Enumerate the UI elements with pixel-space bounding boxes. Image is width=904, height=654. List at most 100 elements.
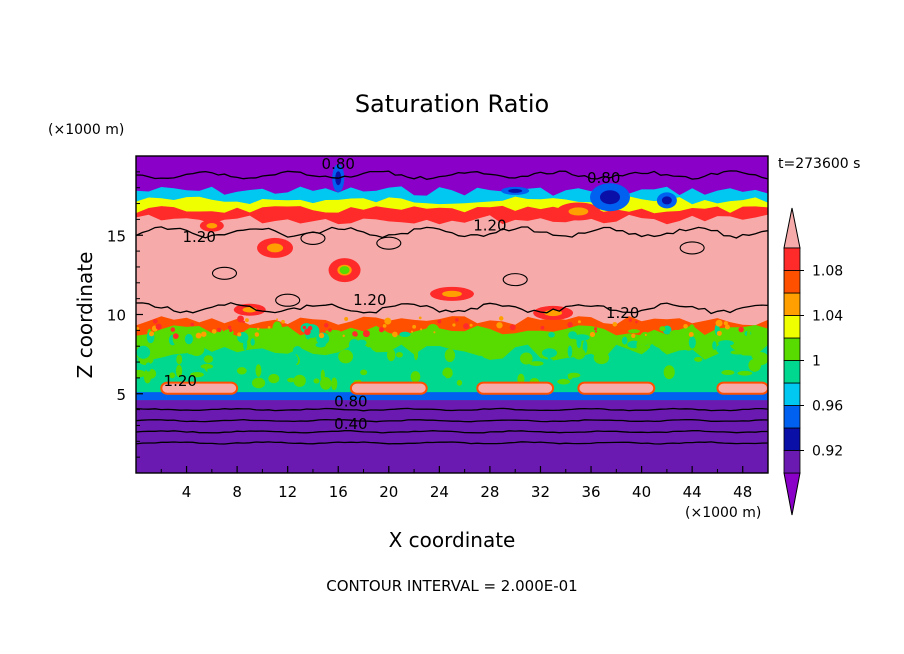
mixed-cell [593, 351, 610, 365]
colorbar-segment [783, 450, 801, 474]
mixed-cell [251, 377, 266, 389]
speckle-cell [437, 319, 442, 324]
mixed-cell [360, 369, 368, 376]
mixed-cell [497, 342, 507, 356]
mixed-cell [721, 370, 735, 376]
mixed-cell [520, 352, 533, 365]
speckle-cell [276, 318, 279, 321]
x-tick-label: 40 [632, 483, 651, 501]
colorbar-tick-label: 1 [812, 354, 821, 370]
contour-loop [376, 236, 402, 250]
x-axis: 4 8 12 16 20 24 28 32 36 40 44 48 [160, 466, 752, 501]
contour-label: 0.80 [322, 155, 355, 173]
mixed-cell [617, 357, 631, 368]
colorbar-segment [783, 337, 801, 361]
mixed-cell [456, 379, 463, 386]
mixed-cell [366, 347, 373, 359]
surface-lens [160, 381, 239, 395]
x-tick-label: 44 [683, 483, 702, 501]
x-tick-label: 32 [531, 483, 550, 501]
speckle-cell [267, 326, 271, 329]
mixed-cell [663, 334, 677, 344]
speckle-cell [612, 321, 618, 327]
contour-label: 0.80 [334, 393, 367, 411]
mixed-cell [176, 364, 183, 378]
contour-label: 1.20 [164, 372, 197, 390]
mixed-cell [280, 369, 289, 376]
contour-interval-label: CONTOUR INTERVAL = 2.000E-01 [326, 577, 577, 595]
mixed-cell [395, 352, 403, 358]
colorbar: 0.92 0.96 1 1.04 1.08 [783, 207, 843, 516]
mixed-cell [557, 378, 571, 385]
speckle-cell [237, 315, 244, 323]
speckle-cell [384, 317, 392, 325]
mixed-cell [413, 348, 419, 361]
speckle-cell [567, 322, 573, 328]
speckle-cell [342, 334, 345, 337]
speckle-cell [577, 320, 581, 324]
mixed-cell [285, 369, 301, 377]
mixed-cell [567, 345, 573, 358]
x-axis-label: X coordinate [389, 528, 516, 552]
mixed-cell [243, 338, 248, 351]
mixed-cell [315, 342, 326, 348]
speckle-cell [211, 329, 217, 334]
plot-area: 0.80 0.80 1.20 1.20 1.20 1.20 1.20 0.80 0.40 [135, 155, 769, 474]
speckle-cell [420, 328, 423, 331]
speckle-cell [496, 322, 503, 329]
colorbar-segment [783, 382, 801, 406]
mixed-cell [313, 378, 320, 384]
surface-lens [349, 381, 428, 395]
speckle-cell [509, 324, 516, 331]
colorbar-segment [783, 427, 801, 451]
speckle-cell [392, 331, 398, 338]
mixed-cell [621, 336, 628, 345]
mixed-cell [541, 348, 558, 358]
speckle-cell [433, 331, 436, 334]
blob-core [442, 290, 462, 298]
surface-lens [476, 381, 555, 395]
dry-plume-core [661, 196, 672, 205]
surface-lens [577, 381, 656, 395]
speckle-cell [738, 326, 744, 333]
mixed-cell [748, 358, 762, 372]
contour-line-lower [136, 407, 768, 412]
mixed-cell [215, 368, 227, 376]
mixed-cell [286, 354, 299, 366]
colorbar-bottom-arrow [783, 472, 801, 516]
mixed-cell [145, 362, 152, 372]
mixed-cell [688, 336, 696, 349]
mixed-cell [416, 341, 425, 346]
mixed-cell [230, 352, 235, 361]
x-tick-label: 24 [430, 483, 449, 501]
blob-core [206, 223, 218, 229]
x-tick-label: 16 [329, 483, 348, 501]
mixed-cell [292, 346, 303, 355]
colorbar-segment [783, 405, 801, 429]
speckle-cell [152, 318, 158, 324]
mixed-cell [136, 345, 151, 359]
mixed-cell [250, 338, 255, 346]
contour-loop [211, 266, 238, 280]
colorbar-tick-label: 1.04 [812, 309, 843, 325]
speckle-cell [452, 323, 456, 327]
mixed-cell [669, 329, 683, 336]
x-tick-label: 36 [581, 483, 600, 501]
mixed-cell [176, 354, 183, 365]
x-tick-label: 8 [232, 483, 242, 501]
mixed-cell [394, 364, 407, 375]
speckle-cell [281, 319, 285, 324]
mixed-cell [331, 377, 338, 391]
mixed-cell [338, 349, 354, 364]
speckle-cell [498, 316, 504, 321]
mixed-cell [184, 333, 194, 345]
mixed-cell [348, 338, 360, 352]
speckle-cell [318, 332, 325, 339]
speckle-cell [412, 324, 417, 329]
mixed-cell [190, 371, 204, 378]
speckle-cell [257, 327, 260, 331]
contour-label: 1.20 [182, 228, 215, 246]
contour-line-lower [136, 418, 768, 423]
speckle-cell [593, 327, 598, 331]
boundary-band [136, 392, 768, 401]
